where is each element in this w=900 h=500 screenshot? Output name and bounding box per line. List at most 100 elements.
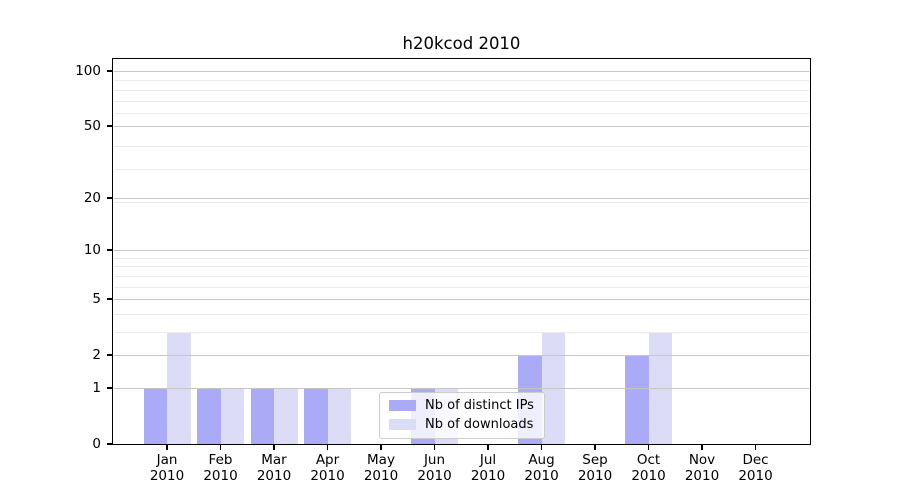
x-tick-label-line: 2010: [577, 468, 613, 484]
x-tick-label-line: 2010: [256, 468, 292, 484]
x-tick-aug-2010: [540, 444, 543, 450]
x-tick-label-line: Nov: [688, 452, 716, 468]
x-tick-label-line: 2010: [631, 468, 666, 484]
legend-label-distinct-ips: Nb of distinct IPs: [425, 398, 534, 413]
y-tick-label-0: 0: [92, 436, 101, 452]
x-tick-apr-2010: [326, 444, 329, 450]
x-tick-label-line: Oct: [636, 452, 661, 468]
bar-distinct-ips-feb-2010: [197, 387, 221, 444]
x-tick-dec-2010: [754, 444, 757, 450]
x-tick-label-sep-2010: Sep 2010: [550, 452, 640, 484]
minor-gridline: [114, 145, 809, 147]
x-tick-label-line: 2010: [149, 468, 185, 484]
chart-title: h20kcod 2010: [402, 34, 521, 53]
legend-row-distinct-ips: Nb of distinct IPs: [389, 398, 534, 413]
x-tick-label-dec-2010: Dec 2010: [711, 452, 801, 484]
x-tick-label-line: 2010: [684, 468, 720, 484]
x-tick-label-line: 2010: [363, 468, 399, 484]
bar-distinct-ips-oct-2010: [625, 355, 649, 444]
y-tick-label-50: 50: [83, 118, 101, 135]
legend-swatch-distinct-ips: [389, 400, 416, 411]
minor-gridline: [114, 80, 809, 82]
minor-gridline: [114, 89, 809, 91]
bar-downloads-apr-2010: [327, 387, 351, 444]
minor-gridline: [114, 100, 809, 102]
y-tick-label-100: 100: [75, 62, 101, 79]
y-tick-20: [107, 197, 113, 199]
x-tick-label-mar-2010: Mar 2010: [229, 452, 319, 484]
y-tick-label-10: 10: [83, 242, 101, 259]
major-gridline-10: [114, 250, 809, 252]
x-tick-label-jul-2010: Jul 2010: [443, 452, 533, 484]
x-tick-label-line: 2010: [524, 468, 559, 484]
y-tick-10: [107, 249, 113, 251]
x-tick-label-line: Sep: [582, 452, 608, 468]
x-tick-may-2010: [380, 444, 382, 450]
x-tick-jan-2010: [166, 444, 168, 450]
y-tick-100: [107, 70, 113, 72]
bar-downloads-feb-2010: [220, 387, 244, 444]
x-tick-sep-2010: [594, 444, 596, 450]
x-tick-oct-2010: [647, 444, 650, 450]
x-tick-label-line: May: [367, 452, 395, 468]
major-gridline-5: [114, 299, 809, 301]
y-tick-label-2: 2: [92, 347, 101, 364]
bar-distinct-ips-apr-2010: [304, 387, 328, 444]
x-tick-label-line: Jul: [479, 452, 497, 468]
x-tick-label-jan-2010: Jan 2010: [122, 452, 212, 484]
y-tick-2: [107, 354, 113, 356]
x-tick-label-line: Aug: [528, 452, 555, 468]
x-tick-label-line: Dec: [742, 452, 769, 468]
bar-distinct-ips-jan-2010: [143, 387, 167, 444]
minor-gridline: [114, 113, 809, 115]
y-tick-50: [107, 125, 113, 127]
x-tick-label-nov-2010: Nov 2010: [657, 452, 747, 484]
x-tick-label-line: 2010: [470, 468, 506, 484]
x-tick-label-line: Jun: [423, 452, 446, 468]
x-tick-label-line: Feb: [208, 452, 233, 468]
minor-gridline: [114, 201, 809, 203]
minor-gridline: [114, 286, 809, 288]
x-tick-label-feb-2010: Feb 2010: [176, 452, 266, 484]
minor-gridline: [114, 266, 809, 268]
x-tick-label-jun-2010: Jun 2010: [390, 452, 480, 484]
major-gridline-20: [114, 197, 809, 199]
x-tick-label-oct-2010: Oct 2010: [604, 452, 694, 484]
y-tick-label-20: 20: [83, 189, 101, 206]
x-tick-label-apr-2010: Apr 2010: [283, 452, 373, 484]
bar-downloads-mar-2010: [274, 387, 298, 444]
x-tick-mar-2010: [273, 444, 275, 450]
minor-gridline: [114, 169, 809, 171]
y-tick-5: [107, 298, 113, 300]
x-tick-label-line: 2010: [310, 468, 345, 484]
y-tick-0: [107, 443, 113, 445]
x-tick-feb-2010: [219, 444, 222, 450]
x-tick-label-line: Jan: [156, 452, 178, 468]
major-gridline-100: [114, 70, 809, 72]
x-tick-nov-2010: [701, 444, 703, 450]
minor-gridline: [114, 313, 809, 315]
x-tick-label-line: Apr: [315, 452, 340, 468]
legend-label-downloads: Nb of downloads: [425, 417, 534, 432]
x-tick-label-line: 2010: [203, 468, 238, 484]
legend-swatch-downloads: [389, 419, 416, 430]
y-tick-label-5: 5: [92, 291, 101, 308]
x-tick-label-aug-2010: Aug 2010: [497, 452, 587, 484]
minor-gridline: [114, 331, 809, 333]
y-tick-1: [107, 387, 113, 389]
major-gridline-50: [114, 126, 809, 128]
x-tick-jun-2010: [433, 444, 436, 450]
plot-border: [112, 58, 811, 445]
major-gridline-2: [114, 355, 809, 357]
x-tick-label-line: 2010: [417, 468, 452, 484]
x-tick-label-line: 2010: [738, 468, 773, 484]
bar-distinct-ips-mar-2010: [250, 387, 274, 444]
minor-gridline: [114, 257, 809, 259]
minor-gridline: [114, 275, 809, 277]
legend: Nb of distinct IPs Nb of downloads: [379, 392, 545, 439]
x-tick-jul-2010: [487, 444, 489, 450]
x-tick-label-may-2010: May 2010: [336, 452, 426, 484]
y-tick-label-1: 1: [92, 379, 101, 396]
x-tick-label-line: Mar: [261, 452, 287, 468]
